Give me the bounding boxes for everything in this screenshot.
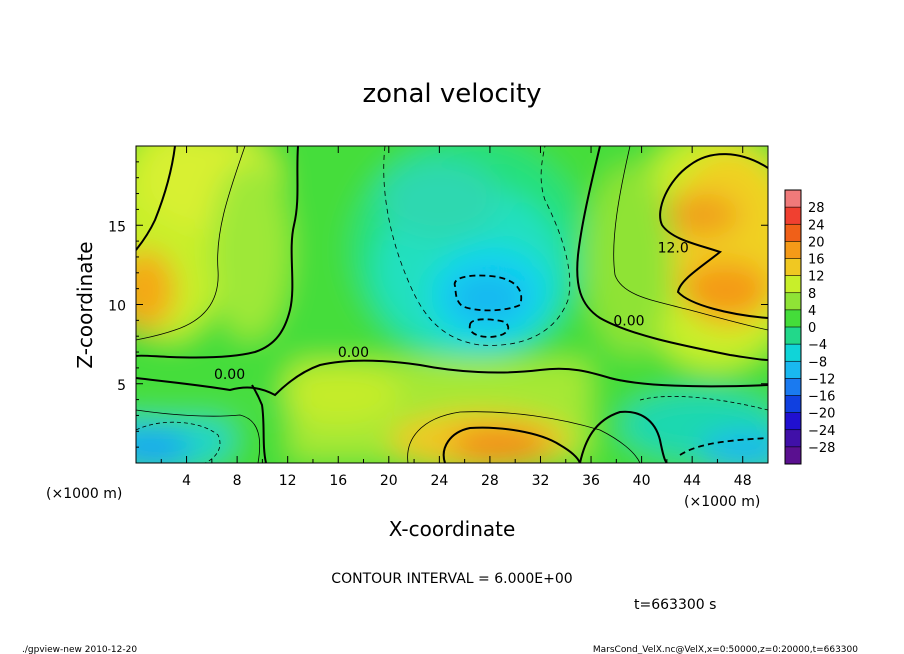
colorbar-swatch bbox=[785, 224, 801, 242]
contour-six-lowleft bbox=[136, 409, 261, 463]
colorbar-tick-label: −16 bbox=[808, 390, 835, 405]
colorbar-swatch bbox=[785, 412, 801, 431]
contour-six-bottom bbox=[407, 411, 641, 463]
x-tick-label: 4 bbox=[182, 473, 191, 489]
x-tick-label: 20 bbox=[380, 473, 398, 489]
x-unit-left: (×1000 m) bbox=[46, 486, 122, 502]
colorbar-swatch bbox=[785, 429, 801, 448]
contour-neg6-lowright bbox=[639, 395, 768, 411]
contour-neg6-center bbox=[383, 146, 571, 346]
colorbar-swatch bbox=[785, 395, 801, 414]
colorbar: 28 24 20 16 12 8 4 0 −4 −8 −12 −16 −20 −24 −28 bbox=[784, 189, 835, 465]
colorbar-tick-label: 4 bbox=[808, 304, 816, 319]
contour-label: 0.00 bbox=[613, 313, 644, 329]
y-ticks: 5 10 15 bbox=[108, 161, 768, 448]
colorbar-tick-label: −20 bbox=[808, 407, 835, 422]
colorbar-tick-label: 8 bbox=[808, 287, 816, 302]
contour-twelve-left bbox=[136, 146, 176, 251]
colorbar-tick-label: 24 bbox=[808, 218, 825, 233]
colorbar-tick-label: −28 bbox=[808, 441, 835, 456]
x-unit-right: (×1000 m) bbox=[684, 494, 760, 510]
x-ticks: 4 8 12 16 20 24 28 32 36 40 44 48 bbox=[160, 146, 752, 489]
colorbar-swatch bbox=[785, 378, 801, 396]
colorbar-tick-label: 16 bbox=[808, 253, 825, 268]
x-tick-label: 28 bbox=[481, 473, 499, 489]
x-tick-label: 12 bbox=[279, 473, 297, 489]
x-tick-label: 24 bbox=[430, 473, 448, 489]
y-axis-label: Z-coordinate bbox=[73, 241, 97, 368]
contour-six-left bbox=[136, 146, 246, 341]
contour-label: 12.0 bbox=[658, 240, 689, 256]
x-tick-label: 36 bbox=[582, 473, 600, 489]
footer-right: MarsCond_VelX.nc@VelX,x=0:50000,z=0:2000… bbox=[593, 645, 858, 654]
y-tick-label: 5 bbox=[117, 378, 126, 394]
colorbar-swatch bbox=[785, 207, 801, 225]
contour-neg12-a bbox=[453, 274, 523, 312]
contour-neg12-lowright bbox=[679, 437, 768, 456]
x-tick-label: 48 bbox=[734, 473, 752, 489]
x-tick-label: 8 bbox=[233, 473, 242, 489]
colorbar-swatch bbox=[785, 292, 801, 311]
colorbar-swatch bbox=[785, 309, 801, 328]
x-tick-label: 32 bbox=[532, 473, 550, 489]
contour-zero-lower bbox=[136, 359, 768, 397]
colorbar-tick-label: −4 bbox=[808, 338, 827, 353]
colorbar-tick-label: −24 bbox=[808, 424, 835, 439]
colorbar-tick-label: 12 bbox=[808, 270, 825, 285]
contour-zero-left bbox=[136, 146, 299, 359]
contour-neg6-lowleft bbox=[136, 421, 221, 463]
colorbar-swatch bbox=[785, 327, 801, 345]
colorbar-swatch bbox=[785, 361, 801, 379]
colorbar-swatch bbox=[785, 446, 801, 465]
contour-twelve bbox=[659, 153, 768, 319]
contour-interval-label: CONTOUR INTERVAL = 6.000E+00 bbox=[331, 571, 572, 587]
contour-lines bbox=[136, 146, 768, 463]
contour-zero-right bbox=[579, 410, 668, 463]
x-axis-label: X-coordinate bbox=[389, 517, 516, 541]
colorbar-swatch bbox=[785, 241, 801, 259]
time-label: t=663300 s bbox=[634, 597, 716, 613]
colorbar-swatch bbox=[785, 275, 801, 294]
colorbar-swatch bbox=[785, 190, 801, 208]
plot-area: 12.00.000.000.00 4 8 12 16 20 24 28 32 36 40 44 48 … bbox=[108, 145, 769, 489]
colorbar-tick-label: −12 bbox=[808, 372, 835, 387]
y-tick-label: 10 bbox=[108, 299, 126, 315]
chart-title: zonal velocity bbox=[362, 79, 541, 109]
colorbar-tick-label: 0 bbox=[808, 321, 816, 336]
contour-zero-ne bbox=[576, 146, 768, 361]
colorbar-tick-label: 20 bbox=[808, 235, 825, 250]
contour-neg12-b bbox=[468, 318, 510, 338]
contour-label: 0.00 bbox=[338, 345, 369, 361]
heatmap-field bbox=[136, 146, 768, 463]
y-tick-label: 15 bbox=[108, 219, 126, 235]
contour-six-right bbox=[613, 146, 768, 331]
footer-left: ./gpview-new 2010-12-20 bbox=[22, 645, 137, 654]
x-tick-label: 40 bbox=[633, 473, 651, 489]
colorbar-tick-label: 28 bbox=[808, 201, 825, 216]
contour-zero-middle bbox=[251, 384, 267, 463]
contour-twelve-bottom bbox=[442, 426, 581, 463]
x-tick-label: 16 bbox=[329, 473, 347, 489]
colorbar-swatch bbox=[785, 258, 801, 277]
colorbar-tick-label: −8 bbox=[808, 355, 827, 370]
contour-label: 0.00 bbox=[214, 367, 245, 383]
x-tick-label: 44 bbox=[683, 473, 701, 489]
contour-labels: 12.0 0.00 0.00 0.00 bbox=[214, 240, 689, 383]
colorbar-swatch bbox=[785, 344, 801, 362]
